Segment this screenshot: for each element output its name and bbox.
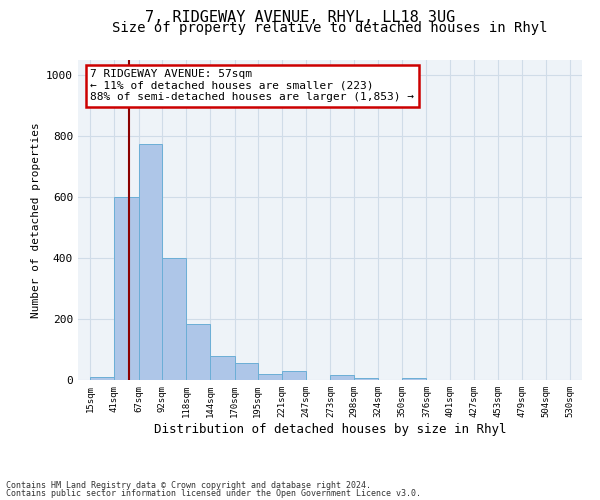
Bar: [139, 144, 162, 380]
Bar: [235, 363, 258, 380]
Bar: [90, 377, 115, 380]
Bar: [115, 197, 139, 380]
Bar: [186, 324, 210, 380]
Bar: [282, 371, 306, 380]
Bar: [162, 258, 186, 380]
X-axis label: Distribution of detached houses by size in Rhyl: Distribution of detached houses by size …: [154, 422, 506, 436]
Bar: [402, 378, 427, 380]
Text: 7, RIDGEWAY AVENUE, RHYL, LL18 3UG: 7, RIDGEWAY AVENUE, RHYL, LL18 3UG: [145, 10, 455, 25]
Text: Contains public sector information licensed under the Open Government Licence v3: Contains public sector information licen…: [6, 488, 421, 498]
Text: Contains HM Land Registry data © Crown copyright and database right 2024.: Contains HM Land Registry data © Crown c…: [6, 481, 371, 490]
Bar: [258, 374, 282, 380]
Bar: [210, 356, 235, 380]
Y-axis label: Number of detached properties: Number of detached properties: [31, 122, 41, 318]
Bar: [331, 376, 354, 380]
Bar: [354, 378, 378, 380]
Title: Size of property relative to detached houses in Rhyl: Size of property relative to detached ho…: [112, 21, 548, 35]
Text: 7 RIDGEWAY AVENUE: 57sqm
← 11% of detached houses are smaller (223)
88% of semi-: 7 RIDGEWAY AVENUE: 57sqm ← 11% of detach…: [90, 69, 414, 102]
